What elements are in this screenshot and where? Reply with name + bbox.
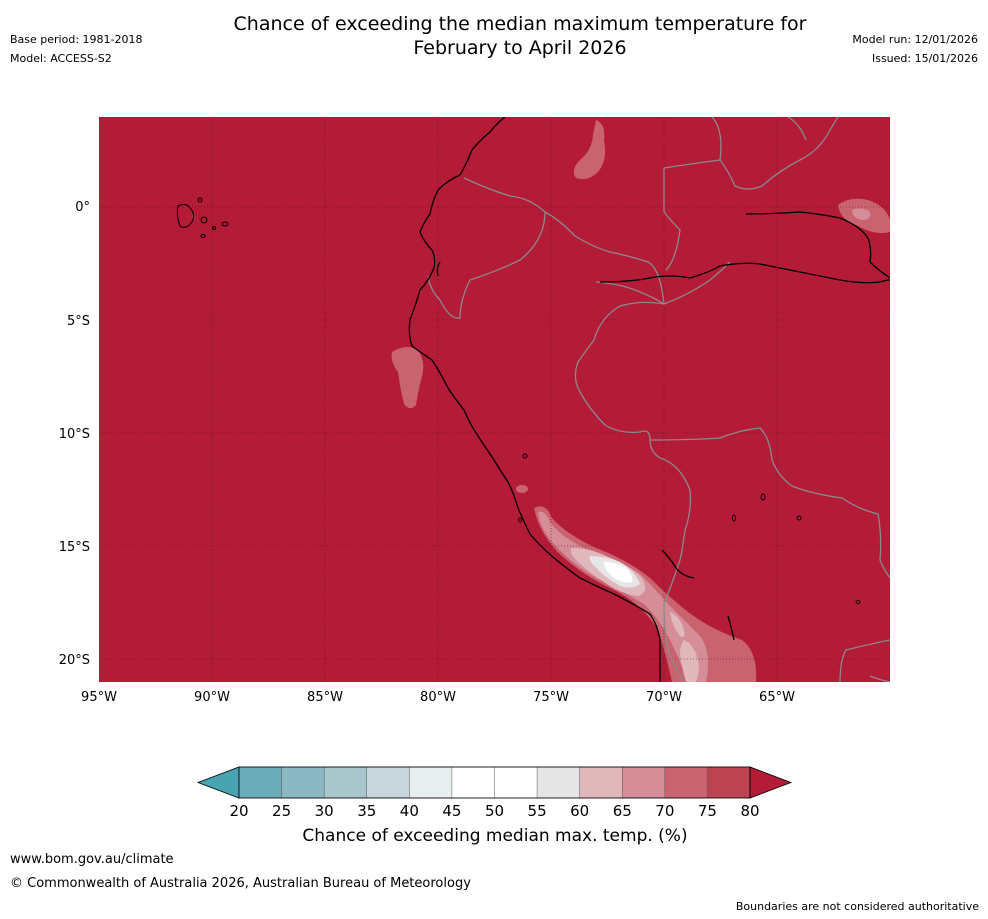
colorbar-tick-70: 70: [655, 802, 674, 820]
colorbar: 20 25 30 35 40 45 50 55 60 65 70 75 80: [196, 766, 793, 820]
colorbar-under-arrow: [196, 766, 240, 799]
colorbar-tick-55: 55: [528, 802, 547, 820]
colorbar-bin-50-55: [494, 766, 538, 799]
lon-label-75w: 75°W: [533, 690, 569, 705]
model-name: Model: ACCESS-S2: [10, 52, 112, 65]
contour-north: [573, 120, 606, 180]
contour-east-equator-inner: [852, 208, 871, 220]
colorbar-tick-45: 45: [442, 802, 461, 820]
colorbar-over-arrow: [749, 766, 793, 799]
colorbar-bin-65-70: [622, 766, 666, 799]
coastline: [408, 117, 890, 682]
contour-south-strip-light: [670, 612, 685, 638]
probability-contours: [391, 120, 890, 682]
lon-label-65w: 65°W: [759, 690, 795, 705]
contour-andes-white: [604, 562, 633, 583]
colorbar-bin-35-40: [366, 766, 411, 799]
lon-label-80w: 80°W: [420, 690, 456, 705]
footer-copyright: © Commonwealth of Australia 2026, Austra…: [10, 876, 471, 891]
colorbar-bin-60-65: [579, 766, 624, 799]
lon-label-70w: 70°W: [646, 690, 682, 705]
colorbar-bin-40-45: [409, 766, 453, 799]
colorbar-label: Chance of exceeding median max. temp. (%…: [302, 826, 688, 846]
colorbar-bin-70-75: [664, 766, 709, 799]
contour-offshore: [391, 346, 424, 409]
colorbar-bin-20-25: [238, 766, 283, 799]
lat-label-15s: 15°S: [59, 540, 90, 555]
colorbar-bin-25-30: [281, 766, 325, 799]
title-line-2: February to April 2026: [413, 37, 627, 59]
colorbar-tick-50: 50: [485, 802, 504, 820]
footer-url[interactable]: www.bom.gov.au/climate: [10, 852, 174, 867]
meta-right: Model run: 12/01/2026 Issued: 15/01/2026: [852, 30, 978, 68]
lon-label-90w: 90°W: [194, 690, 230, 705]
title-line-1: Chance of exceeding the median maximum t…: [233, 13, 807, 35]
colorbar-bin-55-60: [536, 766, 581, 799]
chart-title: Chance of exceeding the median maximum t…: [150, 12, 890, 60]
colorbar-bin-75-80: [707, 766, 751, 799]
lat-label-10s: 10°S: [59, 427, 90, 442]
galapagos-islands: [176, 197, 229, 238]
lat-label-0: 0°: [75, 200, 90, 215]
contour-south-strip: [680, 640, 699, 682]
colorbar-tick-35: 35: [357, 802, 376, 820]
lat-label-5s: 5°S: [67, 314, 90, 329]
footer-note: Boundaries are not considered authoritat…: [735, 900, 979, 913]
lat-label-20s: 20°S: [59, 653, 90, 668]
colorbar-frame: [238, 766, 751, 799]
map-area: [99, 117, 890, 682]
colorbar-bin-45-50: [451, 766, 496, 799]
lon-label-85w: 85°W: [307, 690, 343, 705]
meta-left: Base period: 1981-2018 Model: ACCESS-S2: [10, 30, 142, 68]
colorbar-tick-75: 75: [698, 802, 717, 820]
issued-date: Issued: 15/01/2026: [871, 52, 978, 65]
lon-label-95w: 95°W: [81, 690, 117, 705]
map-gridlines: [99, 117, 890, 682]
colorbar-tick-80: 80: [740, 802, 759, 820]
base-period: Base period: 1981-2018: [10, 33, 143, 46]
colorbar-tick-30: 30: [315, 802, 334, 820]
lakes: [518, 453, 861, 604]
colorbar-tick-60: 60: [570, 802, 589, 820]
colorbar-tick-25: 25: [272, 802, 291, 820]
model-run-date: Model run: 12/01/2026: [852, 33, 978, 46]
colorbar-tick-40: 40: [400, 802, 419, 820]
contour-small-13s: [516, 485, 528, 493]
colorbar-tick-20: 20: [229, 802, 248, 820]
colorbar-bin-30-35: [323, 766, 368, 799]
country-borders: [427, 117, 890, 682]
colorbar-tick-65: 65: [613, 802, 632, 820]
